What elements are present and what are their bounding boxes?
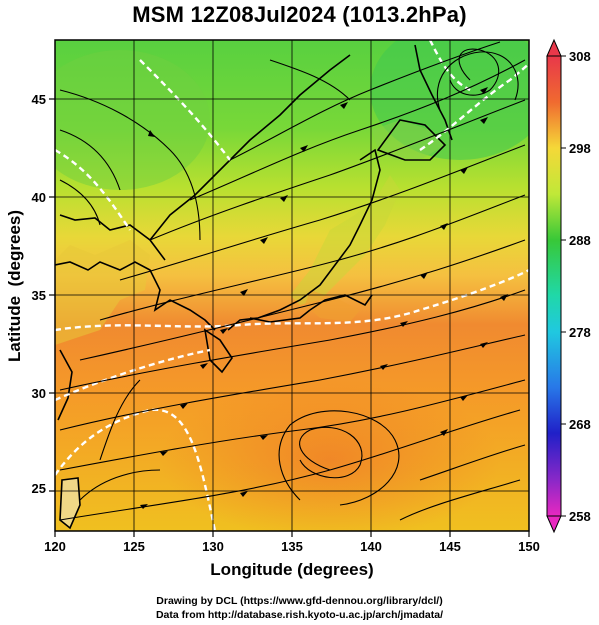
- colorbar-label: 288: [569, 233, 591, 248]
- y-axis-label: Latitude (degrees): [5, 210, 24, 362]
- colorbar-label: 308: [569, 49, 591, 64]
- x-tick-label: 145: [439, 539, 461, 554]
- colorbar-label: 258: [569, 509, 591, 524]
- credits: Drawing by DCL (https://www.gfd-dennou.o…: [0, 594, 599, 622]
- y-tick-label: 45: [32, 92, 46, 107]
- credit-data: Data from http://database.rish.kyoto-u.a…: [155, 609, 444, 621]
- x-tick-label: 135: [281, 539, 303, 554]
- y-tick-label: 35: [32, 288, 46, 303]
- colorbar-label: 278: [569, 325, 591, 340]
- colorbar: 308 298 288 278 268 258: [546, 38, 591, 534]
- temperature-field: [55, 40, 529, 531]
- x-tick-label: 120: [44, 539, 66, 554]
- y-tick-label: 25: [32, 481, 46, 496]
- x-tick-label: 125: [123, 539, 145, 554]
- colorbar-max-arrow: [546, 38, 562, 57]
- x-tick-label: 150: [518, 539, 540, 554]
- x-axis-label: Longitude (degrees): [210, 560, 373, 579]
- colorbar-label: 268: [569, 417, 591, 432]
- colorbar-min-arrow: [546, 515, 562, 534]
- x-tick-label: 140: [360, 539, 382, 554]
- y-tick-label: 30: [32, 386, 46, 401]
- colorbar-label: 298: [569, 141, 591, 156]
- map-title: MSM 12Z08Jul2024 (1013.2hPa): [132, 2, 467, 27]
- credit-drawing: Drawing by DCL (https://www.gfd-dennou.o…: [156, 595, 443, 607]
- y-tick-label: 40: [32, 190, 46, 205]
- x-tick-label: 130: [202, 539, 224, 554]
